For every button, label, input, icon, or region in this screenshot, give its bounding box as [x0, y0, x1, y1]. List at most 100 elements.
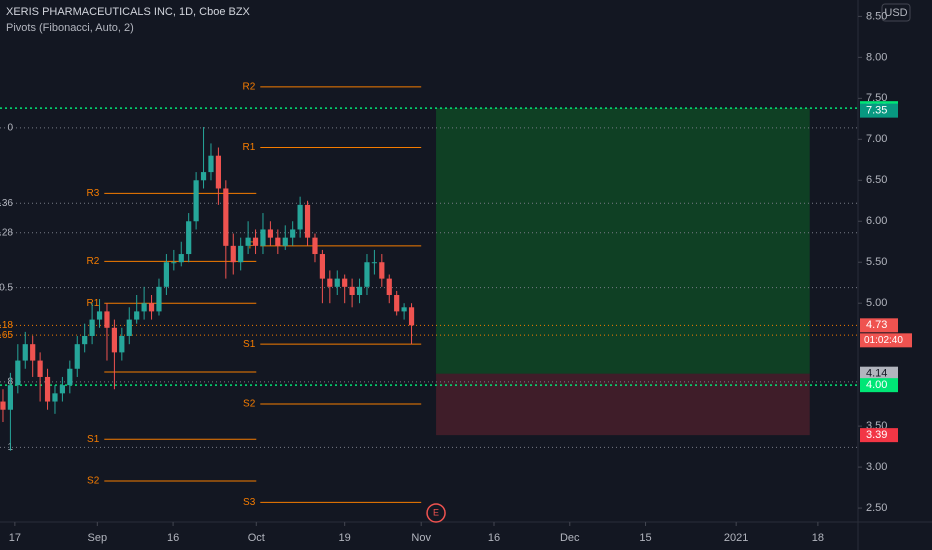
y-tick-label: 6.00: [866, 215, 887, 227]
candle-body: [401, 307, 407, 312]
candle-body: [290, 229, 296, 238]
candle-body: [342, 278, 348, 287]
pivot-label: S1: [87, 434, 100, 445]
candle-body: [0, 401, 6, 410]
fib-level-label: .28: [0, 227, 13, 238]
fib-level-label: .36: [0, 198, 13, 209]
candle-body: [96, 311, 103, 320]
candle-body: [134, 311, 140, 320]
x-tick-label: Sep: [88, 532, 108, 544]
candle-body: [15, 360, 21, 386]
y-tick-label: 8.00: [866, 51, 887, 63]
pivot-label: R3: [86, 188, 99, 199]
candle-body: [267, 229, 273, 238]
pivot-label: R2: [242, 82, 255, 93]
countdown-label: 01:02:40: [864, 335, 903, 346]
candle-body: [111, 327, 117, 353]
fib-level-label: .65: [0, 330, 13, 341]
candle-body: [371, 262, 377, 264]
x-tick-label: 16: [167, 532, 179, 544]
candle-body: [44, 376, 51, 402]
pivot-label: S2: [87, 476, 100, 487]
pivot-label: R1: [86, 298, 99, 309]
fib-level-label: .18: [0, 320, 13, 331]
candle-body: [334, 278, 340, 287]
candle-body: [282, 237, 288, 246]
candle-body: [275, 237, 281, 246]
price-label: 4.00: [866, 379, 887, 391]
price-label: 4.14: [866, 368, 887, 380]
candle-body: [319, 254, 325, 279]
candle-body: [126, 319, 132, 336]
y-tick-label: 8.50: [866, 10, 887, 22]
price-label-bg: [860, 366, 898, 381]
candle-body: [89, 319, 95, 336]
candle-body: [238, 245, 244, 263]
pivot-label: S1: [243, 339, 256, 350]
candle-body: [215, 155, 221, 189]
candle-body: [74, 344, 80, 369]
y-tick-label: 3.00: [866, 461, 887, 473]
x-tick-label: 16: [488, 532, 500, 544]
candle-body: [148, 303, 155, 312]
currency-badge[interactable]: [881, 3, 911, 22]
indicator-name[interactable]: Pivots (Fibonacci, Auto, 2): [6, 22, 134, 34]
candle-body: [67, 368, 73, 386]
candle-body: [163, 262, 169, 287]
countdown-bg: [860, 333, 912, 348]
candle-body: [230, 245, 236, 263]
candle-body: [7, 385, 13, 410]
fib-level-label: 0.5: [0, 282, 13, 293]
candle-body: [327, 278, 333, 287]
y-tick-label: 2.50: [866, 502, 887, 514]
candle-body: [141, 303, 147, 312]
x-tick-label: Oct: [248, 532, 265, 544]
candle-body: [304, 204, 311, 238]
x-tick-label: 18: [812, 532, 824, 544]
candle-body: [171, 262, 177, 264]
candle-body: [22, 344, 28, 361]
candle-body: [30, 344, 36, 361]
candle-body: [82, 335, 88, 345]
price-label: 7.35: [866, 105, 887, 117]
y-tick-label: 7.00: [866, 133, 887, 145]
candle-body: [119, 335, 125, 353]
candle-body: [59, 385, 65, 394]
x-tick-label: Dec: [560, 532, 580, 544]
pivot-label: R2: [86, 256, 99, 267]
price-label-bg: [860, 428, 898, 443]
candle-body: [245, 237, 251, 246]
candle-body: [408, 307, 415, 326]
pivot-label: R1: [242, 142, 255, 153]
currency-label: USD: [884, 7, 907, 19]
candle-body: [193, 180, 199, 222]
price-label-bg: [860, 378, 898, 393]
y-tick-label: 5.00: [866, 297, 887, 309]
y-tick-label: 5.50: [866, 256, 887, 268]
pivot-label: S2: [243, 399, 256, 410]
candle-body: [379, 262, 385, 279]
x-tick-label: 15: [639, 532, 651, 544]
candle-body: [37, 360, 43, 377]
pivot-label: P: [249, 240, 256, 251]
chart-title: XERIS PHARMACEUTICALS INC, 1D, Cboe BZX: [6, 6, 251, 18]
y-tick-label: 6.50: [866, 174, 887, 186]
plot-area: 0.36.280.5.18.6581R3R2R1S1S2R2R1PS1S2S3: [0, 82, 858, 508]
candle-body: [200, 172, 207, 181]
position-profit-zone: [436, 108, 810, 374]
candle-body: [260, 229, 266, 246]
position-loss-zone: [436, 373, 810, 436]
candle-body: [104, 311, 110, 328]
candle-body: [252, 237, 259, 246]
candle-body: [394, 295, 400, 312]
earnings-label: E: [433, 507, 439, 517]
candle-body: [52, 393, 58, 402]
price-label-bg: [860, 318, 898, 333]
earnings-marker[interactable]: [426, 503, 446, 523]
price-label-bg: [860, 103, 898, 118]
candle-body: [208, 155, 214, 173]
price-label: 4.73: [866, 319, 887, 331]
candle-body: [223, 188, 229, 246]
